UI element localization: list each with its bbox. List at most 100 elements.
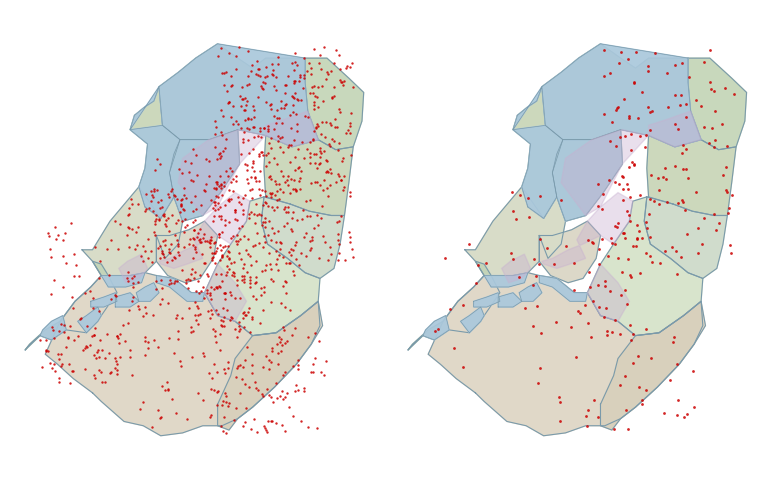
Point — [208, 386, 220, 394]
Point — [162, 387, 174, 394]
Point — [231, 334, 243, 341]
Point — [242, 179, 254, 187]
Point — [225, 314, 237, 321]
Point — [254, 72, 266, 79]
Point — [219, 221, 231, 229]
Point — [270, 419, 282, 427]
Point — [598, 282, 611, 290]
Point — [626, 158, 638, 165]
Point — [149, 220, 162, 228]
Point — [553, 393, 565, 401]
Point — [632, 114, 644, 122]
Point — [669, 120, 681, 127]
Point — [237, 363, 249, 371]
Point — [75, 315, 87, 322]
Point — [68, 272, 80, 280]
Point — [567, 259, 580, 266]
Point — [198, 186, 210, 194]
Point — [671, 411, 683, 419]
Point — [253, 124, 266, 132]
Point — [212, 194, 224, 201]
Point — [222, 365, 234, 372]
Point — [205, 411, 217, 419]
Point — [678, 206, 691, 214]
Point — [215, 181, 227, 189]
Point — [584, 334, 597, 341]
Point — [708, 107, 721, 114]
Point — [340, 130, 352, 137]
Point — [241, 98, 253, 105]
Point — [225, 82, 237, 89]
Point — [121, 274, 133, 282]
Point — [95, 346, 108, 353]
Point — [291, 362, 303, 369]
Point — [189, 311, 201, 318]
Point — [280, 289, 292, 297]
Point — [285, 226, 297, 233]
Point — [246, 293, 259, 300]
Point — [154, 242, 166, 250]
Point — [710, 226, 722, 234]
Point — [168, 349, 180, 357]
Polygon shape — [513, 125, 563, 218]
Point — [606, 328, 618, 336]
Point — [179, 184, 191, 192]
Point — [653, 186, 665, 194]
Point — [198, 294, 210, 302]
Point — [240, 175, 253, 183]
Point — [541, 244, 553, 251]
Polygon shape — [498, 293, 522, 307]
Point — [89, 331, 101, 338]
Point — [726, 191, 738, 199]
Point — [634, 269, 646, 276]
Point — [242, 72, 254, 79]
Point — [237, 275, 249, 283]
Point — [153, 415, 166, 423]
Point — [257, 233, 270, 240]
Point — [250, 257, 263, 264]
Point — [640, 325, 652, 333]
Point — [152, 198, 165, 206]
Point — [323, 140, 336, 148]
Point — [216, 69, 229, 76]
Point — [658, 409, 670, 416]
Point — [214, 154, 226, 162]
Point — [152, 216, 165, 224]
Point — [293, 177, 305, 185]
Point — [206, 205, 219, 212]
Point — [614, 133, 626, 141]
Point — [288, 77, 300, 85]
Point — [308, 98, 320, 106]
Point — [332, 256, 344, 264]
Point — [480, 260, 492, 267]
Point — [44, 359, 56, 367]
Point — [176, 169, 188, 177]
Point — [318, 176, 330, 184]
Point — [236, 102, 248, 109]
Point — [328, 138, 340, 145]
Point — [209, 185, 222, 192]
Point — [223, 248, 235, 255]
Point — [230, 177, 243, 185]
Point — [281, 219, 293, 227]
Point — [248, 106, 260, 114]
Point — [237, 139, 249, 146]
Point — [218, 82, 230, 89]
Point — [152, 344, 164, 351]
Point — [213, 282, 226, 289]
Point — [208, 249, 220, 256]
Point — [528, 255, 541, 263]
Point — [251, 428, 263, 435]
Point — [256, 82, 268, 90]
Point — [62, 334, 74, 342]
Point — [206, 311, 218, 318]
Point — [77, 346, 89, 354]
Point — [316, 118, 328, 126]
Point — [220, 167, 233, 174]
Point — [653, 200, 665, 208]
Point — [216, 212, 228, 220]
Point — [64, 322, 76, 329]
Point — [72, 332, 85, 340]
Point — [162, 386, 174, 393]
Point — [603, 176, 615, 184]
